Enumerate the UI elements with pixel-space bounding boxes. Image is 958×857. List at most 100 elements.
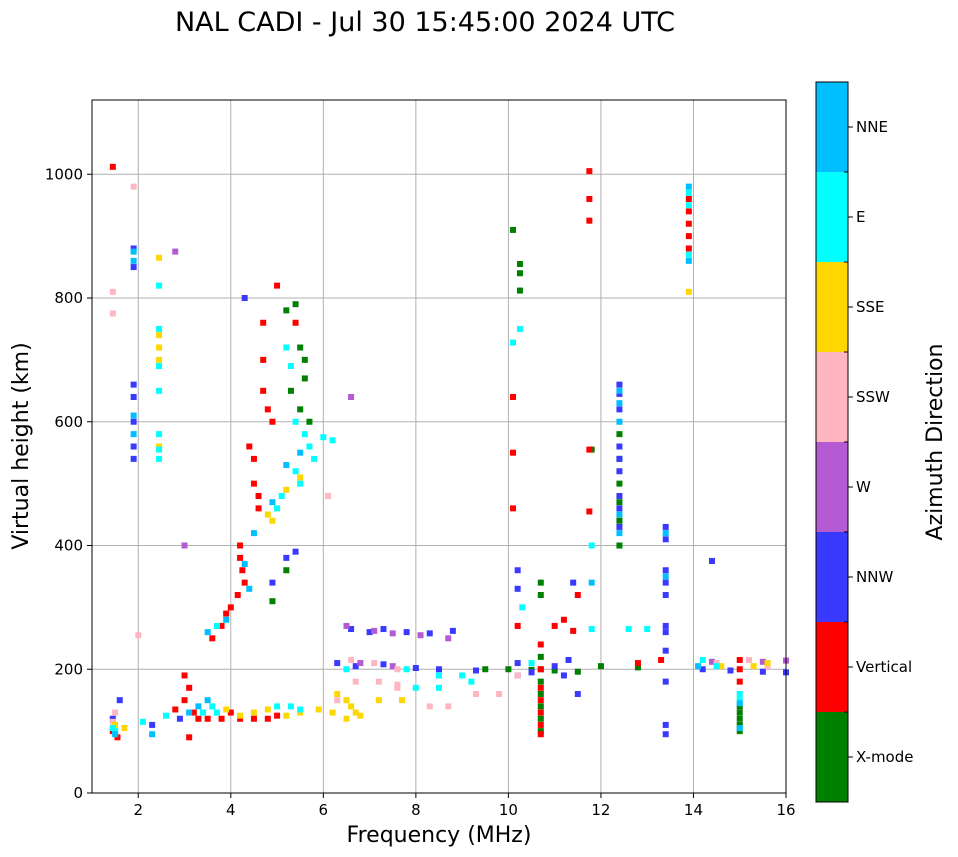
point-nnw [616, 468, 623, 475]
point-x-mode [551, 667, 558, 674]
point-nnw [292, 548, 299, 555]
point-ssw [745, 656, 752, 663]
point-nne [130, 257, 137, 264]
point-vertical [209, 635, 216, 642]
colorbar-frame [815, 81, 849, 803]
point-nnw [662, 678, 669, 685]
point-x-mode [537, 728, 544, 735]
point-vertical [181, 672, 188, 679]
point-ssw [352, 678, 359, 685]
point-e [412, 684, 419, 691]
point-vertical [736, 678, 743, 685]
y-tick-label: 0 [73, 784, 83, 802]
point-nnw [565, 656, 572, 663]
point-e [109, 725, 116, 732]
point-e [213, 709, 220, 716]
point-nnw [514, 567, 521, 574]
colorbar-label: Azimuth Direction [923, 343, 948, 540]
point-nnw [352, 663, 359, 670]
point-sse [264, 511, 271, 518]
point-x-mode [616, 542, 623, 549]
point-w [708, 658, 715, 665]
colorbar-segment [816, 82, 848, 172]
point-vertical [586, 446, 593, 453]
point-x-mode [301, 356, 308, 363]
point-x-mode [616, 431, 623, 438]
point-x-mode [516, 270, 523, 277]
point-sse [343, 697, 350, 704]
point-e [287, 363, 294, 370]
point-w [371, 627, 378, 634]
x-tick-label: 12 [591, 801, 610, 819]
point-x-mode [505, 666, 512, 673]
point-x-mode [510, 226, 517, 233]
point-sse [156, 254, 163, 261]
point-e [510, 339, 517, 346]
point-ssw [496, 691, 503, 697]
point-nnw [130, 245, 137, 252]
point-nnw [699, 666, 706, 673]
point-x-mode [516, 287, 523, 294]
point-e [292, 468, 299, 475]
point-e [588, 542, 595, 549]
point-e [139, 718, 146, 725]
point-vertical [195, 715, 202, 722]
point-sse [718, 663, 725, 670]
point-sse [112, 721, 119, 728]
point-e [287, 703, 294, 710]
point-nnw [727, 667, 734, 674]
point-e [297, 706, 304, 713]
point-e [459, 672, 466, 679]
point-nne [130, 412, 137, 419]
point-vertical [560, 616, 567, 623]
point-vertical [736, 666, 743, 673]
point-nnw [560, 672, 567, 679]
point-vertical [190, 709, 197, 716]
point-vertical [274, 282, 281, 289]
x-axis-label: Frequency (MHz) [347, 823, 532, 848]
point-vertical [537, 721, 544, 728]
point-ssw [764, 663, 771, 670]
x-tick-label: 14 [684, 801, 703, 819]
point-sse [764, 660, 771, 667]
x-axis-ticks: 2 4 6 8 10 12 14 16 [133, 793, 796, 819]
point-e [685, 189, 692, 196]
point-x-mode [736, 721, 743, 728]
point-e [528, 660, 535, 667]
point-e [156, 446, 163, 453]
chart-title: NAL CADI - Jul 30 15:45:00 2024 UTC [175, 7, 675, 38]
point-nnw [662, 567, 669, 574]
point-nnw [616, 381, 623, 388]
point-nnw [616, 406, 623, 413]
point-vertical [241, 579, 248, 586]
point-sse [685, 288, 692, 295]
point-ssw [324, 493, 331, 499]
point-e [156, 387, 163, 394]
point-vertical [109, 163, 116, 170]
point-e [436, 672, 442, 679]
point-e [588, 626, 595, 633]
point-nnw [473, 667, 480, 674]
colorbar-segment [816, 262, 848, 352]
point-x-mode [537, 678, 544, 685]
point-vertical [250, 480, 257, 487]
point-vertical [218, 622, 225, 629]
point-e [156, 325, 163, 332]
point-ssw [426, 703, 433, 710]
point-vertical [181, 697, 188, 704]
point-vertical [237, 554, 244, 561]
point-e [468, 678, 475, 685]
point-nnw [176, 715, 183, 722]
point-sse [398, 697, 405, 704]
point-nnw [283, 554, 290, 561]
point-w [389, 663, 396, 670]
point-sse [329, 709, 336, 716]
point-vertical [510, 505, 517, 512]
colorbar-segment [816, 352, 848, 442]
point-vertical [260, 387, 267, 394]
point-nnw [130, 264, 137, 271]
point-vertical [685, 196, 692, 202]
point-vertical [685, 233, 692, 240]
colorbar-label-nne: NNE [856, 118, 888, 136]
